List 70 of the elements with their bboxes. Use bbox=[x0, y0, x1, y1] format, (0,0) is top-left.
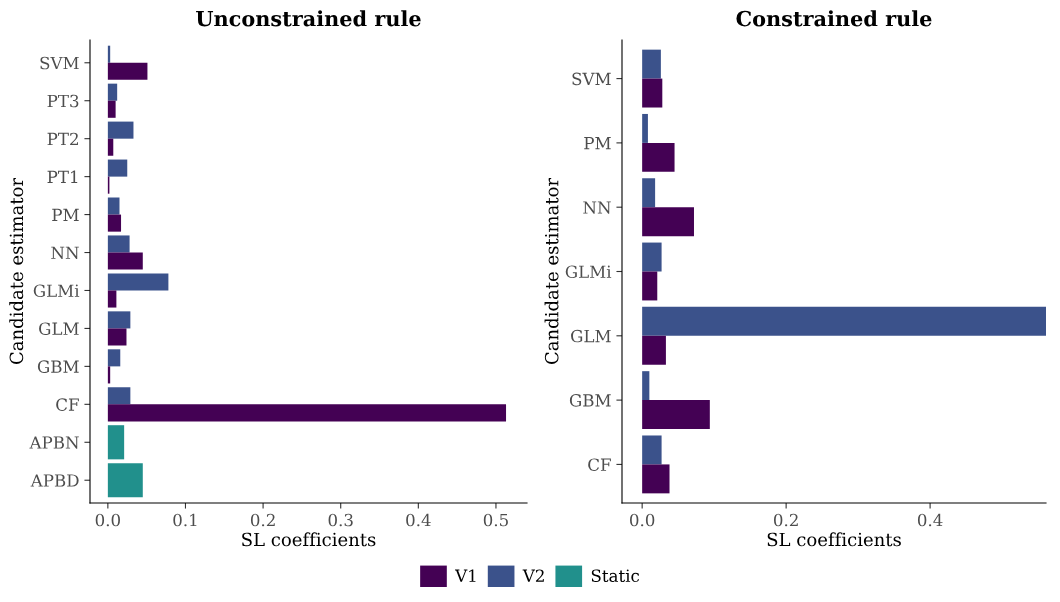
y-axis-title: Candidate estimator bbox=[9, 177, 24, 365]
y-tick-label: APBD bbox=[30, 474, 79, 487]
bar bbox=[107, 387, 131, 405]
y-tick-label: PM bbox=[584, 137, 611, 150]
bar bbox=[642, 207, 694, 237]
bar bbox=[642, 335, 666, 365]
bar bbox=[642, 178, 656, 208]
y-tick-label: GBM bbox=[37, 360, 79, 373]
chart-title: Unconstrained rule bbox=[196, 10, 421, 27]
bar bbox=[642, 400, 710, 430]
legend-label: V2 bbox=[522, 569, 544, 582]
bar bbox=[642, 371, 650, 401]
x-axis-title: SL coefficients bbox=[767, 532, 901, 547]
legend-label: V1 bbox=[454, 569, 476, 582]
y-tick-label: APBN bbox=[29, 436, 79, 449]
bar bbox=[107, 328, 127, 346]
bar bbox=[107, 62, 148, 80]
x-tick-label: 0.2 bbox=[773, 513, 798, 527]
bar bbox=[107, 121, 134, 139]
bar bbox=[642, 142, 675, 172]
x-tick-label: 0.4 bbox=[406, 513, 431, 527]
bar bbox=[642, 435, 662, 465]
bar bbox=[107, 425, 125, 460]
x-tick-label: 0.0 bbox=[95, 513, 120, 527]
bar bbox=[107, 197, 120, 215]
y-tick-label: GLMi bbox=[565, 265, 612, 279]
x-tick-label: 0.2 bbox=[250, 513, 275, 527]
y-tick-label: GLMi bbox=[33, 284, 80, 298]
bar bbox=[107, 290, 117, 308]
y-tick-label: NN bbox=[51, 246, 79, 260]
bar bbox=[107, 252, 143, 270]
bar bbox=[642, 113, 648, 143]
y-tick-label: CF bbox=[588, 458, 611, 471]
bar bbox=[642, 49, 661, 79]
y-tick-label: PM bbox=[52, 208, 79, 221]
x-tick-label: 0.0 bbox=[630, 513, 655, 527]
y-tick-label: CF bbox=[56, 398, 79, 411]
x-tick-label: 0.3 bbox=[328, 513, 353, 527]
y-tick-label: GLM bbox=[39, 322, 79, 335]
bar bbox=[107, 214, 122, 232]
y-tick-label: SVM bbox=[40, 56, 79, 70]
y-axis-title: Candidate estimator bbox=[544, 177, 559, 365]
bar bbox=[107, 463, 143, 498]
bar bbox=[107, 100, 116, 118]
y-tick-label: NN bbox=[583, 201, 611, 214]
bar bbox=[107, 159, 128, 177]
bar bbox=[107, 235, 130, 253]
y-tick-label: PT1 bbox=[47, 170, 78, 183]
legend-label: Static bbox=[591, 569, 640, 582]
bar bbox=[642, 306, 1046, 336]
bar bbox=[107, 311, 131, 329]
y-tick-label: PT2 bbox=[47, 132, 78, 145]
bar bbox=[642, 271, 658, 301]
bar bbox=[107, 273, 169, 291]
bar bbox=[107, 138, 114, 156]
chart-title: Constrained rule bbox=[736, 10, 932, 27]
y-tick-label: GBM bbox=[569, 394, 611, 407]
y-tick-label: SVM bbox=[572, 72, 611, 86]
bar bbox=[642, 78, 663, 108]
x-tick-label: 0.4 bbox=[917, 513, 943, 527]
x-tick-label: 0.5 bbox=[483, 513, 508, 527]
bar bbox=[107, 83, 118, 101]
x-axis-title: SL coefficients bbox=[242, 532, 376, 547]
bar bbox=[107, 404, 507, 422]
bar bbox=[642, 242, 662, 272]
y-tick-label: GLM bbox=[571, 329, 611, 343]
y-tick-label: PT3 bbox=[47, 94, 79, 108]
bar bbox=[642, 464, 670, 494]
bar bbox=[107, 349, 121, 367]
x-tick-label: 0.1 bbox=[173, 513, 197, 527]
